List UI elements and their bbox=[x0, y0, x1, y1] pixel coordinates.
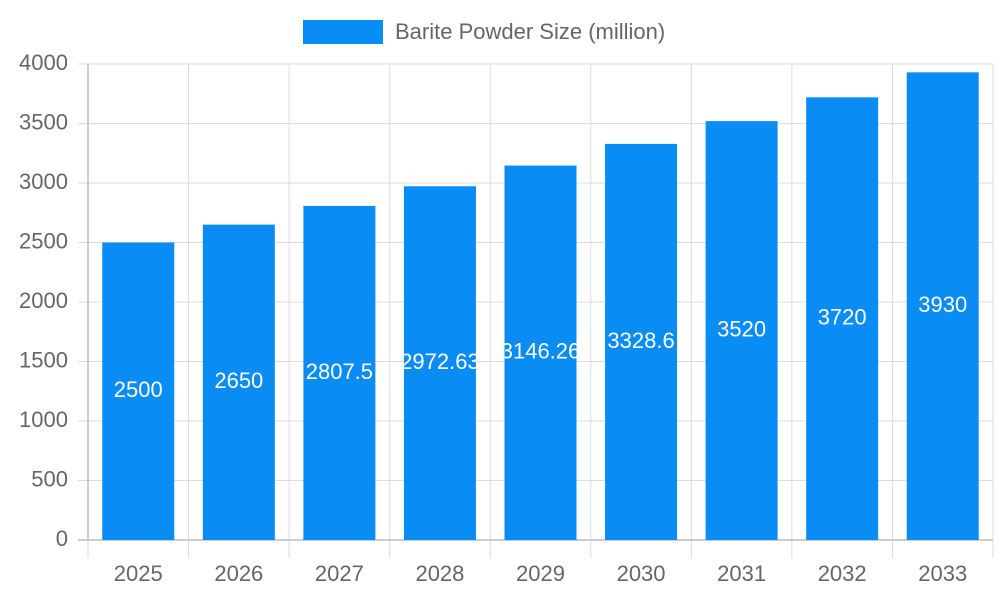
bar bbox=[303, 205, 376, 540]
x-tick-label: 2033 bbox=[918, 561, 967, 586]
value-label: 3146.26 bbox=[501, 339, 581, 364]
bar bbox=[605, 143, 678, 540]
x-tick-label: 2032 bbox=[818, 561, 867, 586]
bar bbox=[202, 224, 275, 540]
y-tick-label: 2000 bbox=[19, 288, 68, 313]
value-label: 2500 bbox=[114, 377, 163, 402]
x-tick-label: 2028 bbox=[415, 561, 464, 586]
value-label: 2650 bbox=[214, 368, 263, 393]
value-label: 3930 bbox=[918, 292, 967, 317]
bar bbox=[806, 97, 879, 540]
y-tick-label: 0 bbox=[56, 526, 68, 551]
value-label: 3520 bbox=[717, 316, 766, 341]
y-tick-label: 3000 bbox=[19, 169, 68, 194]
x-tick-label: 2031 bbox=[717, 561, 766, 586]
x-tick-label: 2029 bbox=[516, 561, 565, 586]
y-tick-label: 1000 bbox=[19, 407, 68, 432]
y-tick-label: 3500 bbox=[19, 109, 68, 134]
bar bbox=[102, 242, 175, 540]
x-tick-label: 2025 bbox=[114, 561, 163, 586]
legend-swatch bbox=[303, 20, 383, 44]
y-tick-label: 500 bbox=[31, 466, 68, 491]
value-label: 3720 bbox=[818, 304, 867, 329]
legend-label: Barite Powder Size (million) bbox=[395, 19, 665, 44]
x-tick-label: 2030 bbox=[617, 561, 666, 586]
bar bbox=[403, 186, 476, 541]
y-tick-label: 4000 bbox=[19, 50, 68, 75]
x-tick-label: 2026 bbox=[214, 561, 263, 586]
value-label: 2807.5 bbox=[306, 359, 373, 384]
bar bbox=[504, 165, 577, 540]
value-label: 2972.63 bbox=[400, 349, 480, 374]
y-tick-label: 2500 bbox=[19, 228, 68, 253]
bar bbox=[906, 72, 979, 540]
bar bbox=[705, 121, 778, 541]
y-tick-label: 1500 bbox=[19, 347, 68, 372]
x-tick-label: 2027 bbox=[315, 561, 364, 586]
value-label: 3328.6 bbox=[607, 328, 674, 353]
